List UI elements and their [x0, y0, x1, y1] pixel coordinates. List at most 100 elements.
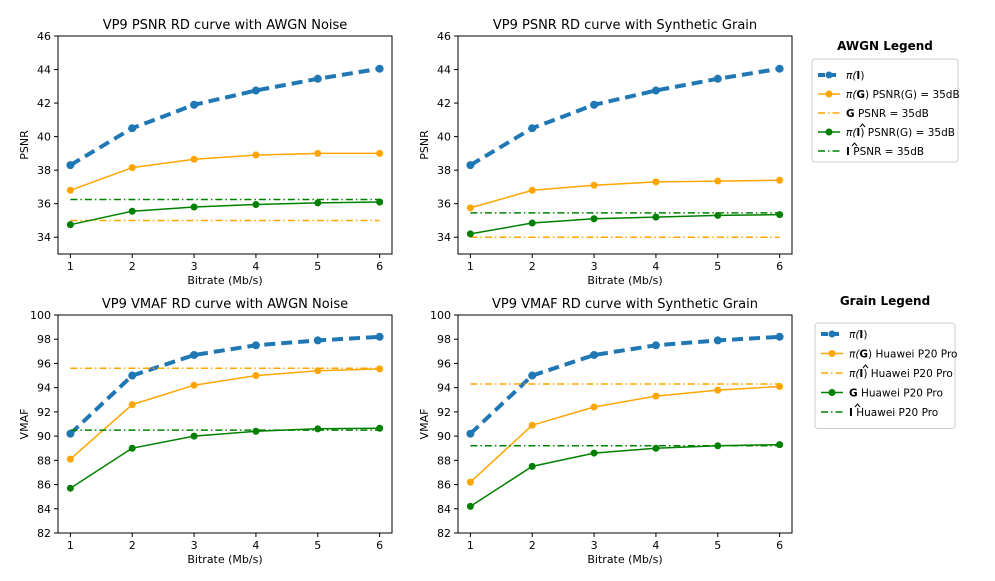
series-1-point [190, 350, 199, 359]
series-2-point [466, 478, 474, 486]
series-line-1 [69, 66, 380, 167]
x-tick-label: 3 [591, 260, 598, 273]
series-2-point [714, 386, 722, 394]
x-tick-label: 2 [129, 260, 136, 273]
y-axis-label: PSNR [418, 130, 431, 160]
series-2-point [66, 186, 74, 194]
series-1-point [375, 332, 384, 341]
series-2-point [252, 372, 260, 380]
series-2-point [66, 455, 74, 463]
y-tick-label: 88 [437, 454, 451, 467]
series-2-point [652, 178, 660, 186]
series-1-point [775, 64, 784, 73]
legend-label: π(I) Huawei P20 Pro [849, 368, 953, 380]
x-tick-label: 2 [529, 539, 536, 552]
series-1-point [528, 371, 537, 380]
y-tick-label: 84 [437, 503, 451, 516]
series-4-point [376, 198, 384, 206]
series-4-point [776, 211, 784, 219]
x-tick-label: 5 [314, 260, 321, 273]
series-4-point [652, 213, 660, 221]
series-line-4 [470, 213, 780, 235]
legend-marker [828, 389, 836, 396]
chart-title: VP9 PSNR RD curve with AWGN Noise [103, 18, 348, 33]
series-2-point [190, 155, 198, 163]
series-4-point [590, 215, 598, 223]
series-4-point [128, 444, 136, 452]
series-4-point [528, 219, 536, 227]
series-2-point [128, 164, 136, 172]
legend-label: π(I) [846, 70, 864, 82]
series-4-point [466, 230, 474, 238]
x-tick-label: 6 [776, 260, 783, 273]
x-tick-label: 1 [467, 539, 474, 552]
series-1-point [251, 341, 260, 350]
series-line-2 [469, 385, 780, 483]
y-tick-label: 92 [37, 406, 51, 419]
series-line-2 [470, 179, 780, 209]
series-1-point [651, 86, 660, 95]
plot-frame [457, 314, 793, 534]
x-tick-label: 2 [129, 539, 136, 552]
series-2-point [528, 186, 536, 194]
legend-box [814, 322, 956, 429]
series-line-4 [469, 443, 780, 508]
y-axis-label: PSNR [18, 130, 31, 160]
y-tick-label: 84 [37, 503, 51, 516]
x-tick-label: 4 [252, 539, 259, 552]
series-1-point [466, 161, 475, 170]
series-1-point [313, 74, 322, 83]
series-4-point [314, 199, 322, 207]
x-tick-label: 3 [591, 539, 598, 552]
series-1-point [590, 100, 599, 109]
series-2-point [252, 151, 260, 159]
y-tick-label: 36 [37, 198, 51, 211]
series-4-point [128, 207, 136, 215]
y-axis-label: VMAF [418, 409, 431, 440]
x-tick-label: 2 [529, 260, 536, 273]
series-4-point [590, 449, 598, 457]
y-tick-label: 44 [437, 64, 451, 77]
y-tick-label: 40 [37, 131, 51, 144]
series-2-point [652, 392, 660, 400]
y-tick-label: 46 [37, 30, 51, 43]
legend-label: I PSNR = 35dB [846, 146, 924, 158]
chart-title: VP9 PSNR RD curve with Synthetic Grain [493, 18, 757, 33]
x-tick-label: 1 [67, 260, 74, 273]
x-tick-label: 6 [376, 539, 383, 552]
chart-panel-4: VP9 VMAF RD curve with Synthetic Grain 82… [418, 297, 793, 566]
x-tick-label: 1 [67, 539, 74, 552]
y-tick-label: 34 [437, 231, 451, 244]
series-2-point [776, 176, 784, 184]
series-1-point [713, 336, 722, 345]
y-tick-label: 90 [437, 430, 451, 443]
hat-accent [851, 142, 858, 147]
series-line-1 [469, 66, 780, 167]
series-4-point [314, 425, 322, 433]
x-tick-label: 4 [652, 539, 659, 552]
y-tick-label: 100 [430, 309, 451, 322]
series-1-point [528, 124, 537, 133]
legend-label: G Huawei P20 Pro [849, 388, 943, 400]
x-tick-label: 5 [714, 539, 721, 552]
y-tick-label: 34 [37, 231, 51, 244]
y-tick-label: 44 [37, 64, 51, 77]
series-2-point [376, 149, 384, 157]
x-tick-label: 1 [467, 260, 474, 273]
series-line-2 [70, 152, 380, 192]
x-axis-label: Bitrate (Mb/s) [187, 274, 262, 287]
x-tick-label: 5 [714, 260, 721, 273]
series-1-point [190, 100, 199, 109]
y-tick-label: 38 [37, 164, 51, 177]
series-1-point [66, 429, 75, 438]
series-line-1 [469, 334, 780, 436]
y-tick-label: 36 [437, 198, 451, 211]
plot-frame [457, 35, 793, 255]
legend-marker [825, 71, 833, 79]
series-1-point [375, 64, 384, 73]
series-2-point [128, 401, 136, 409]
series-4-point [190, 432, 198, 440]
series-2-point [314, 149, 322, 157]
chart-panel-2: VP9 PSNR RD curve with Synthetic Grain34… [418, 18, 793, 287]
series-2-point [466, 204, 474, 212]
